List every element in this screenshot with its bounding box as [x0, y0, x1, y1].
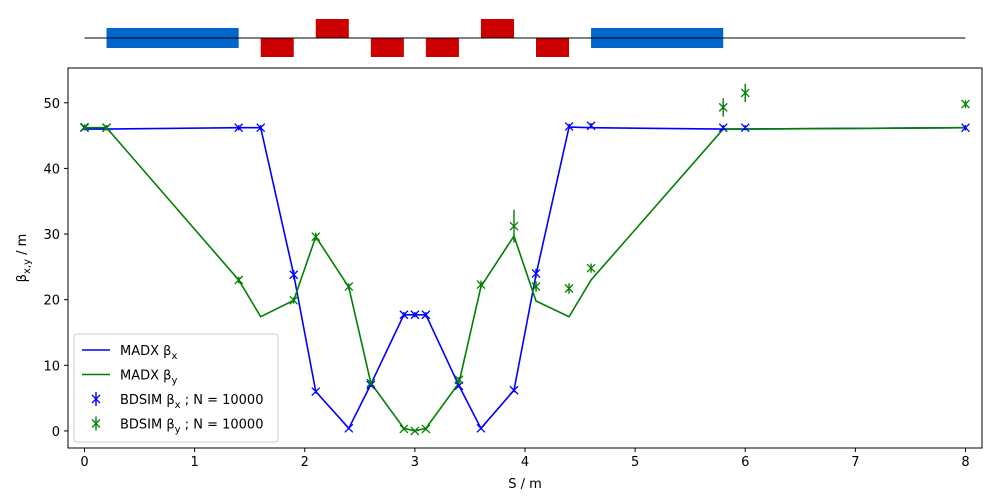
- y-tick-label: 50: [43, 97, 60, 112]
- data-point: [454, 375, 464, 385]
- y-axis-label-subscript: x,y: [22, 259, 33, 274]
- y-axis: 0 10 20 30 40 50: [43, 97, 68, 440]
- data-point: [961, 123, 970, 133]
- data-point: [344, 423, 354, 433]
- legend: MADX βx MADX βy BDSIM βx ; N = 10000 BDSIM …: [73, 333, 279, 443]
- y-tick-label: 0: [52, 425, 60, 440]
- data-point: [509, 385, 519, 395]
- series-0: [84, 126, 966, 430]
- data-point: [421, 310, 431, 320]
- data-point: [399, 310, 409, 320]
- x-tick-label: 6: [741, 455, 749, 470]
- data-point: [509, 221, 519, 231]
- x-tick-label: 3: [411, 455, 419, 470]
- legend-frame: [73, 333, 279, 443]
- data-point: [289, 270, 299, 280]
- x-axis-label: S / m: [508, 477, 542, 492]
- data-point: [718, 102, 728, 112]
- y-axis-label-symbol: β: [15, 274, 30, 282]
- legend-label: MADX βy: [120, 369, 177, 387]
- legend-marker-swatch: [91, 394, 101, 404]
- data-point: [399, 424, 409, 434]
- data-point: [564, 121, 574, 131]
- legend-item-0: MADX βx: [82, 344, 177, 362]
- data-point: [311, 387, 321, 397]
- data-point: [234, 275, 244, 285]
- quadrupole-element-5: [480, 19, 514, 38]
- data-point: [718, 123, 728, 133]
- data-point: [366, 380, 376, 390]
- series-layer: [80, 83, 970, 436]
- x-tick-label: 7: [851, 455, 859, 470]
- data-point: [531, 282, 541, 292]
- legend-label: BDSIM βy ; N = 10000: [120, 418, 263, 436]
- data-point: [586, 263, 596, 273]
- data-point: [586, 121, 596, 131]
- x-tick-label: 1: [190, 455, 198, 470]
- quadrupole-element-2: [315, 19, 349, 38]
- machine-diagram: [84, 19, 966, 57]
- x-tick-label: 5: [631, 455, 639, 470]
- data-point: [740, 123, 750, 133]
- legend-marker-swatch: [91, 419, 101, 428]
- y-tick-label: 10: [43, 359, 60, 374]
- legend-item-2: BDSIM βx ; N = 10000: [91, 392, 263, 411]
- legend-item-3: BDSIM βy ; N = 10000: [91, 416, 263, 436]
- data-point: [476, 423, 486, 433]
- y-axis-label: βx,y / m: [15, 234, 33, 283]
- legend-item-1: MADX βy: [82, 369, 177, 387]
- y-tick-label: 20: [43, 294, 60, 309]
- data-point: [421, 424, 431, 434]
- data-point: [234, 123, 244, 133]
- y-tick-label: 30: [43, 228, 60, 243]
- quadrupole-element-4: [425, 38, 459, 57]
- x-tick-label: 2: [301, 455, 309, 470]
- series-3: [80, 83, 970, 436]
- data-point: [366, 378, 376, 388]
- data-point: [80, 122, 89, 132]
- data-point: [256, 123, 266, 133]
- data-point: [311, 232, 321, 242]
- data-point: [961, 99, 970, 109]
- x-axis: 0 1 2 3 4 5 6 7 8: [80, 448, 970, 470]
- series-1: [84, 126, 966, 432]
- data-point: [476, 280, 486, 290]
- data-point: [531, 268, 541, 278]
- data-point: [564, 284, 574, 293]
- data-point: [102, 123, 112, 133]
- data-point: [344, 282, 354, 292]
- data-point: [410, 310, 420, 320]
- quadrupole-element-6: [536, 38, 570, 57]
- data-point: [740, 88, 750, 98]
- x-tick-label: 8: [961, 455, 969, 470]
- data-point: [289, 295, 299, 305]
- quadrupole-element-1: [260, 38, 294, 57]
- y-tick-label: 40: [43, 162, 60, 177]
- series-line: [84, 126, 966, 432]
- x-tick-label: 4: [521, 455, 529, 470]
- x-tick-label: 0: [80, 455, 88, 470]
- quadrupole-element-3: [370, 38, 404, 57]
- legend-label: BDSIM βx ; N = 10000: [120, 393, 263, 411]
- legend-label: MADX βx: [120, 344, 177, 362]
- series-line: [84, 126, 966, 430]
- data-point: [410, 426, 420, 436]
- y-axis-label-unit: / m: [15, 234, 30, 259]
